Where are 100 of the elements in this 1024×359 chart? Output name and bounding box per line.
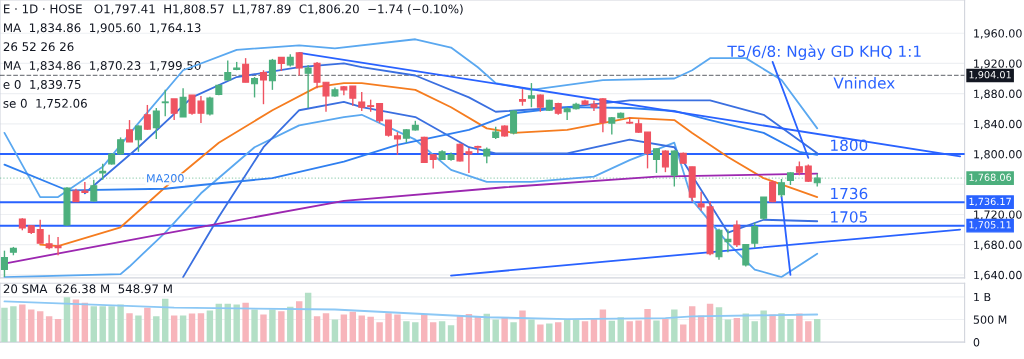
y-tick-label: 1,720.00 xyxy=(974,210,1022,220)
candlestick xyxy=(349,85,357,107)
bar xyxy=(608,320,616,343)
y-tick-label: 1,880.00 xyxy=(974,89,1022,100)
annotation: 26 52 26 26 xyxy=(3,42,74,52)
bar xyxy=(349,311,357,343)
candlestick xyxy=(652,148,660,174)
bar xyxy=(751,321,758,343)
candlestick xyxy=(295,52,303,77)
ref-line-label: 1,736.17 xyxy=(969,197,1011,207)
bar xyxy=(412,322,419,343)
bar xyxy=(242,302,249,343)
annotation: 1800 xyxy=(831,139,868,152)
bar xyxy=(10,306,17,343)
bar xyxy=(563,319,571,343)
bar xyxy=(581,321,589,343)
bar xyxy=(144,307,151,343)
candlestick xyxy=(358,91,366,112)
bar xyxy=(492,319,499,343)
bar xyxy=(519,310,526,343)
bar xyxy=(555,322,562,343)
ref-line-label: 1,768.06 xyxy=(969,173,1012,182)
candlestick xyxy=(304,64,312,109)
candlestick xyxy=(259,69,267,105)
bar xyxy=(537,324,544,343)
bar xyxy=(197,313,205,343)
y-tick-label: 0 xyxy=(973,338,980,347)
bar xyxy=(233,304,240,343)
bar xyxy=(680,324,687,343)
bar xyxy=(760,310,767,343)
candlestick xyxy=(268,58,276,91)
line-series xyxy=(3,113,819,278)
bar xyxy=(394,314,401,343)
bar xyxy=(376,322,383,343)
text: Vnindex xyxy=(833,76,895,89)
bar xyxy=(814,319,821,343)
bar xyxy=(805,321,812,343)
bar xyxy=(1,307,8,343)
line-series xyxy=(182,101,819,278)
bar xyxy=(429,322,437,343)
bar xyxy=(778,313,785,343)
bar xyxy=(796,313,803,343)
bar xyxy=(724,319,732,343)
bar xyxy=(126,313,133,343)
bar xyxy=(28,309,35,343)
candlestick xyxy=(251,76,259,99)
candlestick xyxy=(474,145,482,154)
bar xyxy=(546,323,553,343)
y-tick-label: 1,840.00 xyxy=(974,119,1022,130)
candlestick xyxy=(751,222,759,249)
annotation: 1736 xyxy=(831,187,868,200)
candlestick xyxy=(393,131,401,156)
bar xyxy=(572,319,580,343)
bar xyxy=(787,319,794,343)
annotation: se 0 1,752.06 xyxy=(3,98,87,109)
series-label: MA200 xyxy=(147,174,184,183)
bar xyxy=(510,322,517,343)
y-tick-label: 500 M xyxy=(973,315,1007,324)
candlestick xyxy=(179,87,187,118)
bar xyxy=(135,315,142,343)
bar xyxy=(331,319,339,343)
candlestick xyxy=(0,249,8,278)
bar xyxy=(367,316,374,343)
bar xyxy=(108,306,115,343)
bar xyxy=(501,318,508,343)
bar xyxy=(322,313,330,343)
bar xyxy=(153,316,160,343)
bar xyxy=(170,315,178,343)
y-tick-label: 1,920.00 xyxy=(974,59,1022,69)
y-tick-label: 1,680.00 xyxy=(974,240,1022,251)
annotation: 1705 xyxy=(831,211,867,223)
y-tick-label: 1,960.00 xyxy=(974,29,1022,39)
annotation: 20 SMA 626.38 M 548.97 M xyxy=(3,284,172,294)
bar xyxy=(644,309,651,343)
candlestick xyxy=(778,178,786,198)
bar xyxy=(617,317,624,343)
bar xyxy=(635,320,642,343)
bar xyxy=(358,315,365,343)
bar xyxy=(447,325,455,343)
candlestick xyxy=(170,98,178,121)
bar xyxy=(260,314,267,343)
annotation: E · 1D · HOSE O1,797.41 H1,808.57 L1,787.89 C1,806.20 −1.74 (−0.10%) xyxy=(4,4,463,15)
ref-line-label: 1,904.01 xyxy=(969,70,1011,80)
bar xyxy=(421,314,428,343)
bar xyxy=(456,316,464,343)
y-tick-label: 1,640.00 xyxy=(974,270,1022,281)
candlestick xyxy=(376,102,384,124)
bar xyxy=(340,314,348,343)
candlestick xyxy=(760,196,768,221)
candlestick xyxy=(161,89,169,117)
bar xyxy=(438,321,446,343)
bar xyxy=(90,306,97,343)
candlestick xyxy=(224,59,232,82)
bar xyxy=(278,311,285,343)
bar xyxy=(54,319,62,343)
annotation: MA 1,834.86 1,905.60 1,764.13 xyxy=(4,23,201,34)
bar xyxy=(45,316,53,343)
bar xyxy=(99,306,106,343)
candlestick xyxy=(152,107,160,140)
bar xyxy=(688,306,696,343)
